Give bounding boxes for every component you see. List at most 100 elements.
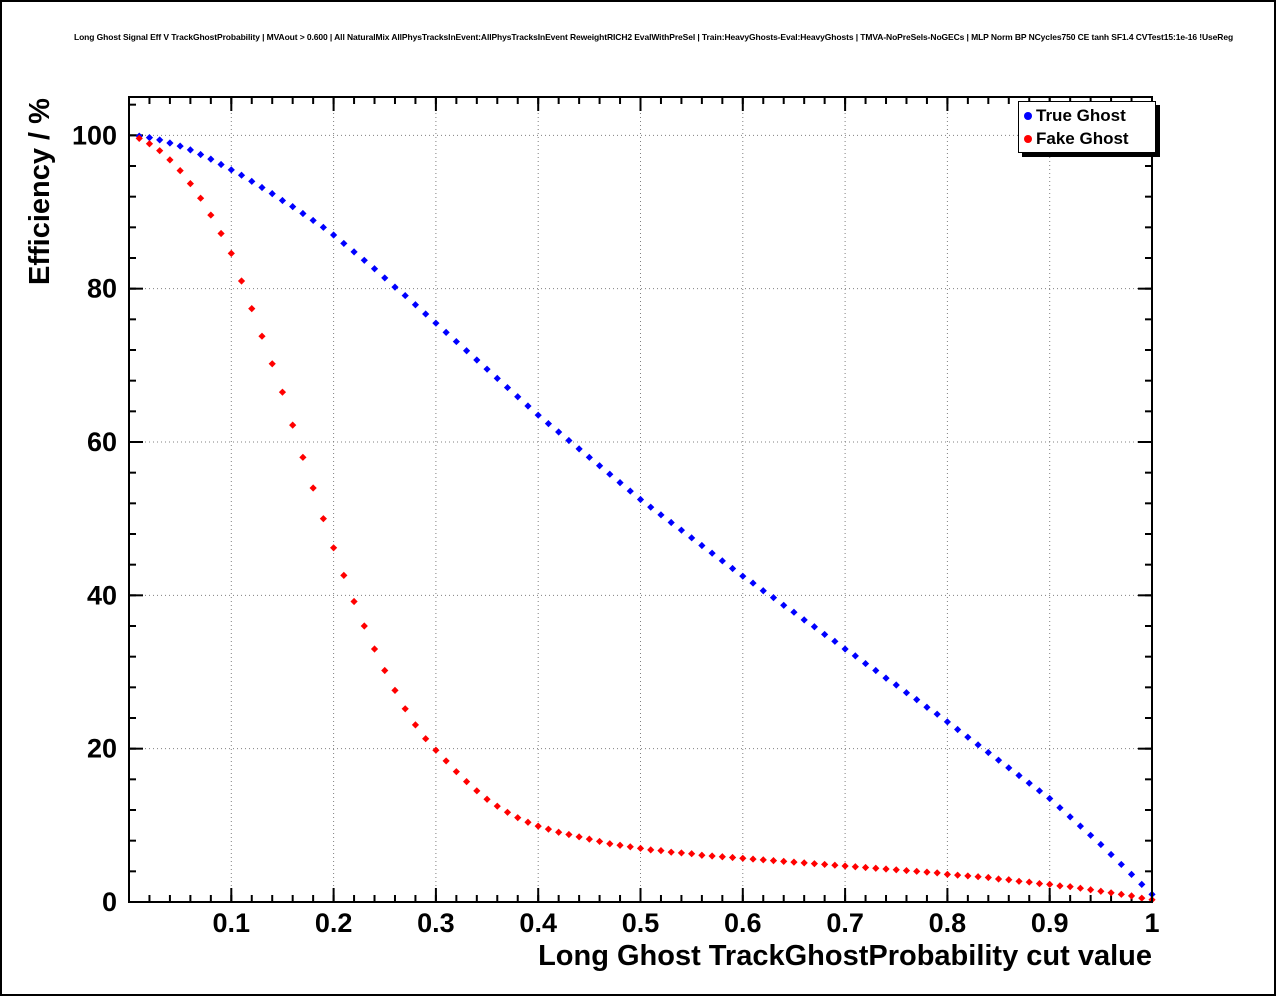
- x-tick-label: 0.4: [519, 908, 557, 938]
- y-tick-label: 0: [102, 887, 117, 917]
- data-marker-true-ghost: [391, 283, 399, 291]
- data-marker-fake-ghost: [1107, 889, 1115, 897]
- data-marker-fake-ghost: [861, 863, 870, 872]
- data-marker-true-ghost: [994, 756, 1003, 764]
- x-tick-label: 1: [1144, 908, 1159, 938]
- data-marker-fake-ghost: [892, 866, 900, 874]
- data-marker-true-ghost: [667, 518, 675, 527]
- data-marker-true-ghost: [442, 328, 450, 336]
- data-marker-true-ghost: [278, 196, 287, 205]
- data-marker-true-ghost: [1035, 787, 1044, 795]
- data-marker-true-ghost: [780, 601, 788, 609]
- y-tick-label: 80: [87, 274, 117, 304]
- data-marker-true-ghost: [268, 190, 276, 198]
- data-marker-true-ghost: [923, 703, 931, 711]
- legend-label-true-ghost: True Ghost: [1036, 105, 1126, 125]
- data-marker-fake-ghost: [135, 134, 143, 142]
- data-marker-fake-ghost: [237, 277, 246, 285]
- data-marker-true-ghost: [248, 177, 256, 185]
- data-marker-true-ghost: [555, 428, 563, 436]
- data-marker-true-ghost: [606, 470, 614, 478]
- data-marker-true-ghost: [636, 495, 645, 504]
- data-marker-fake-ghost: [248, 305, 256, 313]
- data-marker-fake-ghost: [923, 868, 931, 876]
- data-marker-true-ghost: [861, 659, 870, 668]
- data-marker-true-ghost: [831, 637, 839, 645]
- data-marker-fake-ghost: [207, 211, 215, 219]
- data-marker-true-ghost: [657, 511, 665, 519]
- data-marker-true-ghost: [647, 503, 655, 511]
- data-marker-fake-ghost: [309, 484, 317, 492]
- data-marker-true-ghost: [1138, 880, 1146, 888]
- data-marker-fake-ghost: [616, 841, 624, 849]
- data-marker-true-ghost: [882, 674, 890, 682]
- data-marker-fake-ghost: [984, 873, 992, 882]
- data-marker-true-ghost: [739, 572, 747, 580]
- data-marker-fake-ghost: [442, 757, 450, 765]
- y-tick-label: 40: [87, 580, 117, 610]
- data-marker-true-ghost: [565, 436, 573, 445]
- data-marker-true-ghost: [821, 630, 829, 639]
- data-marker-true-ghost: [1046, 794, 1054, 803]
- data-marker-fake-ghost: [391, 686, 399, 694]
- legend-marker-fake-ghost: [1024, 134, 1032, 143]
- data-marker-fake-ghost: [176, 167, 184, 175]
- data-marker-true-ghost: [1107, 850, 1115, 859]
- data-marker-true-ghost: [800, 616, 808, 624]
- x-tick-label: 0.2: [315, 908, 353, 938]
- data-marker-fake-ghost: [319, 515, 327, 523]
- legend-entry: True Ghost: [1019, 104, 1155, 127]
- data-marker-fake-ghost: [841, 862, 849, 870]
- data-marker-fake-ghost: [166, 156, 174, 164]
- data-marker-fake-ghost: [606, 840, 614, 848]
- data-marker-true-ghost: [954, 725, 962, 734]
- data-marker-true-ghost: [1005, 764, 1013, 772]
- data-marker-true-ghost: [422, 310, 430, 318]
- data-marker-fake-ghost: [698, 851, 706, 859]
- data-marker-fake-ghost: [902, 866, 911, 875]
- data-marker-fake-ghost: [1087, 886, 1095, 894]
- data-marker-fake-ghost: [728, 853, 737, 862]
- data-marker-true-ghost: [237, 171, 246, 179]
- x-tick-label: 0.1: [213, 908, 251, 938]
- data-marker-true-ghost: [227, 166, 235, 174]
- data-marker-fake-ghost: [1066, 883, 1074, 891]
- data-marker-true-ghost: [350, 248, 358, 256]
- data-marker-true-ghost: [432, 319, 440, 327]
- data-marker-true-ghost: [810, 623, 819, 631]
- data-marker-true-ghost: [1087, 831, 1095, 839]
- x-tick-label: 0.8: [929, 908, 967, 938]
- data-marker-fake-ghost: [933, 869, 941, 877]
- y-axis-title: Efficiency / %: [24, 98, 56, 285]
- legend-entry: Fake Ghost: [1019, 127, 1155, 150]
- data-marker-true-ghost: [1025, 779, 1033, 787]
- data-marker-true-ghost: [462, 347, 471, 355]
- data-marker-true-ghost: [544, 420, 553, 428]
- data-marker-true-ghost: [514, 393, 522, 401]
- data-marker-fake-ghost: [360, 622, 368, 630]
- data-marker-fake-ghost: [595, 837, 604, 846]
- data-marker-true-ghost: [698, 541, 706, 550]
- data-marker-true-ghost: [759, 587, 767, 595]
- data-marker-fake-ghost: [350, 597, 358, 606]
- data-marker-fake-ghost: [503, 808, 512, 816]
- data-marker-fake-ghost: [268, 360, 276, 368]
- data-marker-true-ghost: [483, 365, 491, 373]
- x-tick-label: 0.7: [826, 908, 864, 938]
- data-marker-fake-ghost: [534, 822, 542, 830]
- data-marker-true-ghost: [156, 136, 164, 144]
- data-marker-fake-ghost: [1127, 892, 1136, 900]
- data-marker-fake-ghost: [667, 848, 675, 856]
- data-marker-fake-ghost: [1117, 890, 1125, 898]
- data-marker-true-ghost: [340, 239, 348, 248]
- data-marker-fake-ghost: [1015, 877, 1023, 885]
- data-marker-fake-ghost: [688, 850, 696, 858]
- data-marker-fake-ghost: [994, 875, 1003, 883]
- data-marker-true-ghost: [575, 445, 583, 453]
- data-marker-true-ghost: [289, 203, 297, 211]
- data-marker-fake-ghost: [524, 818, 532, 826]
- data-marker-fake-ghost: [289, 421, 297, 429]
- data-marker-fake-ghost: [145, 140, 154, 148]
- data-marker-true-ghost: [851, 652, 859, 660]
